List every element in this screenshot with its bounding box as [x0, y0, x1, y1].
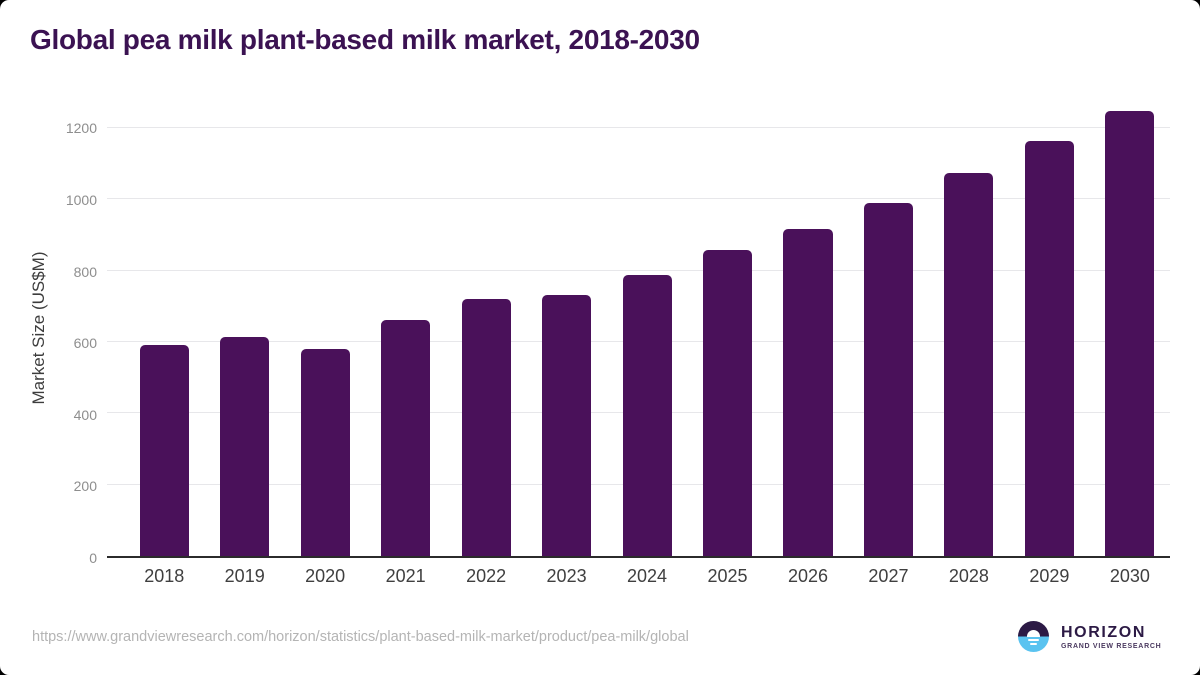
y-tick-600: 600 — [73, 335, 97, 352]
y-tick-1000: 1000 — [65, 191, 97, 208]
gridline-1200 — [107, 127, 1170, 129]
bar-slot-2028 — [929, 105, 1009, 556]
bar-slot-2023 — [526, 105, 606, 556]
x-label-2028: 2028 — [948, 566, 989, 586]
bar-slot-2027 — [848, 105, 928, 556]
sun-reflection-line — [1028, 638, 1039, 641]
bar-2026[interactable] — [783, 229, 833, 556]
x-label-2020: 2020 — [305, 566, 346, 586]
bar-2028[interactable] — [944, 173, 994, 556]
y-tick-800: 800 — [73, 263, 97, 280]
y-tick-0: 0 — [89, 550, 97, 566]
bar-slot-2021 — [365, 105, 445, 556]
bar-series — [124, 105, 1170, 556]
source-url: https://www.grandviewresearch.com/horizo… — [32, 629, 689, 645]
sun-icon — [1027, 629, 1040, 637]
x-label-2025: 2025 — [707, 566, 748, 586]
x-label-2018: 2018 — [144, 566, 185, 586]
gridline-1000 — [107, 198, 1170, 200]
x-label-2022: 2022 — [466, 566, 507, 586]
gridline-800 — [107, 269, 1170, 271]
x-label-2027: 2027 — [868, 566, 909, 586]
bar-slot-2026 — [768, 105, 848, 556]
sun-reflection-line — [1030, 642, 1037, 645]
bar-2027[interactable] — [863, 203, 913, 556]
logo-text: HORIZON GRAND VIEW RESEARCH — [1061, 624, 1161, 650]
bar-slot-2019 — [204, 105, 284, 556]
bar-slot-2024 — [607, 105, 687, 556]
bar-slot-2022 — [446, 105, 526, 556]
x-axis-labels: 2018 2019 2020 2021 2022 2023 2024 2025 2026 2027… — [124, 566, 1170, 587]
bar-2025[interactable] — [702, 250, 753, 556]
x-label-2024: 2024 — [627, 566, 668, 586]
bar-slot-2018 — [124, 105, 204, 556]
x-label-2019: 2019 — [224, 566, 265, 586]
bar-2030[interactable] — [1105, 111, 1155, 556]
y-tick-1200: 1200 — [65, 120, 97, 137]
bar-slot-2025 — [687, 105, 767, 556]
x-label-2021: 2021 — [385, 566, 426, 586]
y-tick-400: 400 — [73, 406, 97, 423]
bar-slot-2029 — [1009, 105, 1089, 556]
bar-2023[interactable] — [542, 295, 592, 556]
bar-2022[interactable] — [461, 298, 511, 556]
x-label-2026: 2026 — [787, 566, 828, 586]
y-axis-ticks: 0 200 400 600 800 1000 1200 — [0, 105, 97, 565]
horizon-logo-icon — [1018, 621, 1049, 652]
x-label-2023: 2023 — [546, 566, 587, 586]
x-label-2029: 2029 — [1029, 566, 1070, 586]
chart-title: Global pea milk plant-based milk market,… — [30, 24, 700, 55]
y-tick-200: 200 — [73, 478, 97, 495]
bar-2029[interactable] — [1024, 141, 1074, 556]
bar-2021[interactable] — [381, 320, 431, 556]
bar-2024[interactable] — [622, 275, 672, 556]
bar-slot-2030 — [1090, 105, 1170, 556]
bar-2020[interactable] — [300, 348, 350, 556]
x-label-2030: 2030 — [1109, 566, 1150, 586]
logo-tagline: GRAND VIEW RESEARCH — [1061, 642, 1162, 650]
bar-2019[interactable] — [220, 337, 270, 556]
plot-area — [107, 105, 1170, 558]
horizon-logo: HORIZON GRAND VIEW RESEARCH — [1018, 621, 1161, 652]
logo-name: HORIZON — [1061, 623, 1146, 641]
bar-2018[interactable] — [139, 344, 189, 556]
bar-slot-2020 — [285, 105, 365, 556]
